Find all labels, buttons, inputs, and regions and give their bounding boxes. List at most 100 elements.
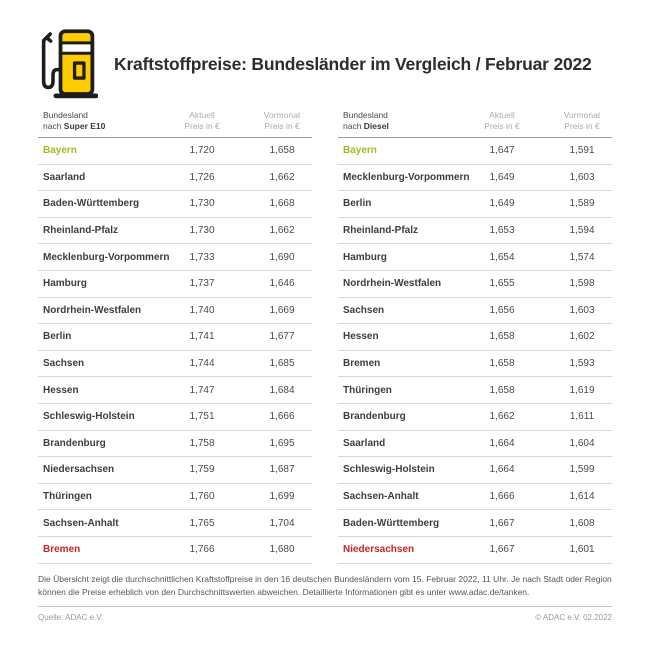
column-header-vormonat: Vormonat Preis in €: [263, 110, 301, 131]
previous-price: 1,608: [569, 517, 595, 529]
state-name: Hessen: [343, 331, 379, 343]
previous-price: 1,699: [269, 491, 295, 503]
table-row: Sachsen-Anhalt 1,666 1,614: [338, 484, 612, 511]
state-name: Hamburg: [343, 251, 387, 263]
state-name: Mecklenburg-Vorpommern: [43, 251, 170, 263]
page-title: Kraftstoffpreise: Bundesländer im Vergle…: [114, 53, 592, 74]
state-name: Baden-Württemberg: [43, 198, 140, 210]
table-row: Rheinland-Pfalz 1,653 1,594: [338, 218, 612, 245]
current-price: 1,664: [489, 464, 515, 476]
fuel-pump-icon: [41, 29, 98, 99]
previous-price: 1,680: [269, 544, 295, 556]
state-name: Berlin: [343, 198, 372, 210]
current-price: 1,649: [489, 198, 515, 210]
current-price: 1,720: [189, 145, 215, 157]
table-row: Berlin 1,741 1,677: [38, 324, 312, 351]
previous-price: 1,662: [269, 225, 295, 237]
tables-container: Bundesland nach Super E10 Aktuell Preis …: [38, 110, 612, 564]
state-name: Schleswig-Holstein: [43, 411, 135, 423]
table-row: Baden-Württemberg 1,667 1,608: [338, 510, 612, 537]
state-name: Hamburg: [43, 278, 87, 290]
table-header-super-e10: Bundesland nach Super E10 Aktuell Preis …: [38, 110, 312, 138]
state-name: Nordrhein-Westfalen: [43, 304, 142, 316]
previous-price: 1,614: [569, 491, 595, 503]
copyright-label: © ADAC e.V. 02.2022: [535, 612, 612, 622]
previous-price: 1,599: [569, 464, 595, 476]
table-row: Mecklenburg-Vorpommern 1,649 1,603: [338, 165, 612, 192]
state-name: Sachsen: [343, 304, 385, 316]
fuel-type-label: Diesel: [363, 121, 389, 131]
previous-price: 1,593: [569, 358, 595, 370]
state-name: Baden-Württemberg: [343, 517, 440, 529]
current-price: 1,740: [189, 304, 215, 316]
table-diesel: Bundesland nach Diesel Aktuell Preis in …: [338, 110, 612, 564]
table-row: Thüringen 1,760 1,699: [38, 484, 312, 511]
table-row: Sachsen 1,744 1,685: [38, 351, 312, 378]
current-price: 1,653: [489, 225, 515, 237]
table-row: Niedersachsen 1,667 1,601: [338, 537, 612, 564]
table-row: Saarland 1,664 1,604: [338, 431, 612, 458]
table-row: Schleswig-Holstein 1,664 1,599: [338, 457, 612, 484]
fuel-type-label: Super E10: [63, 121, 106, 131]
current-price: 1,766: [189, 544, 215, 556]
state-name: Saarland: [343, 437, 386, 449]
source-label: Quelle: ADAC e.V.: [38, 612, 104, 622]
table-row: Sachsen 1,656 1,603: [338, 298, 612, 325]
current-price: 1,730: [189, 198, 215, 210]
column-header-vormonat: Vormonat Preis in €: [563, 110, 601, 131]
previous-price: 1,591: [569, 145, 595, 157]
current-price: 1,666: [489, 491, 515, 503]
table-row: Hessen 1,658 1,602: [338, 324, 612, 351]
state-name: Bayern: [343, 145, 377, 157]
current-price: 1,760: [189, 491, 215, 503]
previous-price: 1,658: [269, 145, 295, 157]
current-price: 1,647: [489, 145, 515, 157]
current-price: 1,664: [489, 437, 515, 449]
table-row: Thüringen 1,658 1,619: [338, 377, 612, 404]
current-price: 1,662: [489, 411, 515, 423]
previous-price: 1,603: [569, 171, 595, 183]
table-row: Nordrhein-Westfalen 1,655 1,598: [338, 271, 612, 298]
previous-price: 1,594: [569, 225, 595, 237]
current-price: 1,737: [189, 278, 215, 290]
state-name: Nordrhein-Westfalen: [343, 278, 442, 290]
previous-price: 1,603: [569, 304, 595, 316]
column-header-aktuell: Aktuell Preis in €: [484, 110, 520, 131]
current-price: 1,733: [189, 251, 215, 263]
table-row: Bayern 1,720 1,658: [38, 138, 312, 165]
table-row: Brandenburg 1,662 1,611: [338, 404, 612, 431]
table-row: Bremen 1,766 1,680: [38, 537, 312, 564]
table-row: Bremen 1,658 1,593: [338, 351, 612, 378]
previous-price: 1,695: [269, 437, 295, 449]
table-row: Schleswig-Holstein 1,751 1,666: [38, 404, 312, 431]
previous-price: 1,690: [269, 251, 295, 263]
previous-price: 1,668: [269, 198, 295, 210]
state-name: Niedersachsen: [43, 464, 115, 476]
current-price: 1,758: [189, 437, 215, 449]
state-name: Niedersachsen: [343, 544, 415, 556]
previous-price: 1,619: [569, 384, 595, 396]
state-name: Bayern: [43, 145, 77, 157]
previous-price: 1,601: [569, 544, 595, 556]
table-row: Hamburg 1,654 1,574: [338, 244, 612, 271]
current-price: 1,730: [189, 225, 215, 237]
state-name: Saarland: [43, 171, 86, 183]
current-price: 1,654: [489, 251, 515, 263]
state-name: Thüringen: [343, 384, 392, 396]
current-price: 1,744: [189, 358, 215, 370]
table-body-diesel: Bayern 1,647 1,591 Mecklenburg-Vorpommer…: [338, 138, 612, 564]
table-row: Nordrhein-Westfalen 1,740 1,669: [38, 298, 312, 325]
state-name: Sachsen-Anhalt: [343, 491, 419, 503]
previous-price: 1,602: [569, 331, 595, 343]
state-name: Bremen: [343, 358, 381, 370]
column-header-aktuell: Aktuell Preis in €: [184, 110, 220, 131]
footer-divider: [38, 605, 612, 607]
state-name: Sachsen: [43, 358, 85, 370]
table-row: Berlin 1,649 1,589: [338, 191, 612, 218]
state-name: Brandenburg: [43, 437, 106, 449]
previous-price: 1,574: [569, 251, 595, 263]
current-price: 1,765: [189, 517, 215, 529]
table-row: Brandenburg 1,758 1,695: [38, 431, 312, 458]
previous-price: 1,685: [269, 358, 295, 370]
